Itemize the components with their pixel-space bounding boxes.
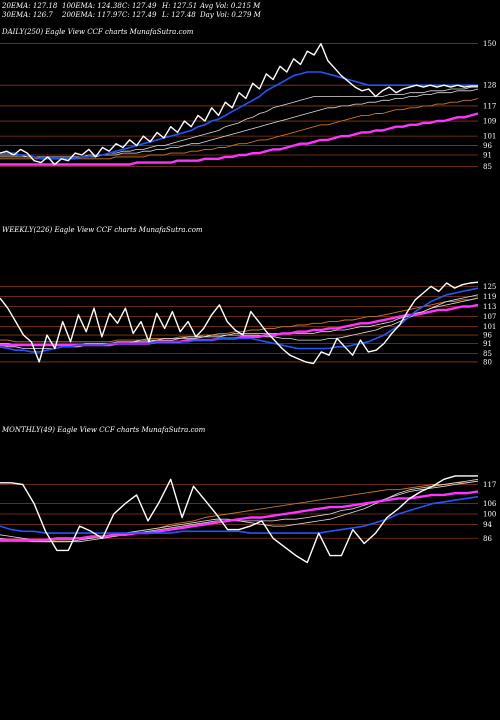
close-readout: C: 127.49 xyxy=(122,2,157,10)
y-tick-label: 109 xyxy=(483,118,496,126)
y-tick-label: 96 xyxy=(483,332,492,340)
series-line-price xyxy=(0,281,479,365)
y-tick-label: 117 xyxy=(483,481,496,489)
monthly-chart-panel: MONTHLY(49) Eagle View CCF charts Munafa… xyxy=(0,426,497,564)
y-tick-label: 101 xyxy=(483,323,496,331)
y-tick-label: 91 xyxy=(483,152,492,160)
avg-volume-readout: Avg Vol: 0.215 M xyxy=(200,2,261,10)
y-tick-label: 85 xyxy=(483,350,492,358)
y-tick-label: 86 xyxy=(483,535,492,543)
series-line-ema-orange xyxy=(0,97,479,160)
series-line-ema-light xyxy=(0,480,479,543)
y-tick-label: 113 xyxy=(483,303,496,311)
series-line-ema-magenta xyxy=(0,490,479,542)
series-line-ema-blue xyxy=(0,287,479,353)
chart-title: WEEKLY(226) Eagle View CCF charts Munafa… xyxy=(2,226,203,234)
y-tick-label: 128 xyxy=(483,82,496,90)
series-line-ema-magenta xyxy=(0,112,479,166)
y-tick-label: 150 xyxy=(483,40,496,48)
chart-title: MONTHLY(49) Eagle View CCF charts Munafa… xyxy=(1,426,206,434)
close-readout-2: C: 127.49 xyxy=(122,11,157,19)
y-tick-label: 107 xyxy=(483,313,496,321)
y-tick-label: 106 xyxy=(483,500,497,508)
series-line-ema-orange xyxy=(0,297,479,343)
ema30-readout: 30EMA: 126.7 xyxy=(2,11,53,19)
series-line-ema-light xyxy=(0,294,479,349)
series-line-ema-blue xyxy=(0,71,478,160)
chart-title: DAILY(250) Eagle View CCF charts MunafaS… xyxy=(1,28,194,36)
day-volume-readout: Day Vol: 0.279 M xyxy=(200,11,261,19)
y-tick-label: 96 xyxy=(483,142,492,150)
series-line-ema-blue xyxy=(0,495,479,534)
daily-chart-panel: DAILY(250) Eagle View CCF charts MunafaS… xyxy=(0,28,496,171)
y-tick-label: 100 xyxy=(483,511,496,519)
ema200-readout: 200EMA: 117.97 xyxy=(62,11,122,19)
series-line-price xyxy=(0,43,478,166)
y-tick-label: 85 xyxy=(483,163,492,171)
ema20-readout: 20EMA: 127.18 xyxy=(2,2,58,10)
y-tick-label: 80 xyxy=(483,358,492,366)
weekly-chart-panel: WEEKLY(226) Eagle View CCF charts Munafa… xyxy=(0,226,496,366)
ema100-readout: 100EMA: 124.38 xyxy=(62,2,122,10)
indicator-header: 20EMA: 127.18 100EMA: 124.38 C: 127.49 H… xyxy=(0,0,500,20)
y-tick-label: 125 xyxy=(483,283,496,291)
y-tick-label: 91 xyxy=(483,340,492,348)
y-tick-label: 101 xyxy=(483,133,496,141)
low-readout: L: 127.48 xyxy=(162,11,196,19)
y-tick-label: 94 xyxy=(483,521,492,529)
series-line-price xyxy=(0,475,478,564)
y-tick-label: 119 xyxy=(483,293,496,301)
high-readout: H: 127.51 xyxy=(162,2,198,10)
y-tick-label: 117 xyxy=(483,102,496,110)
